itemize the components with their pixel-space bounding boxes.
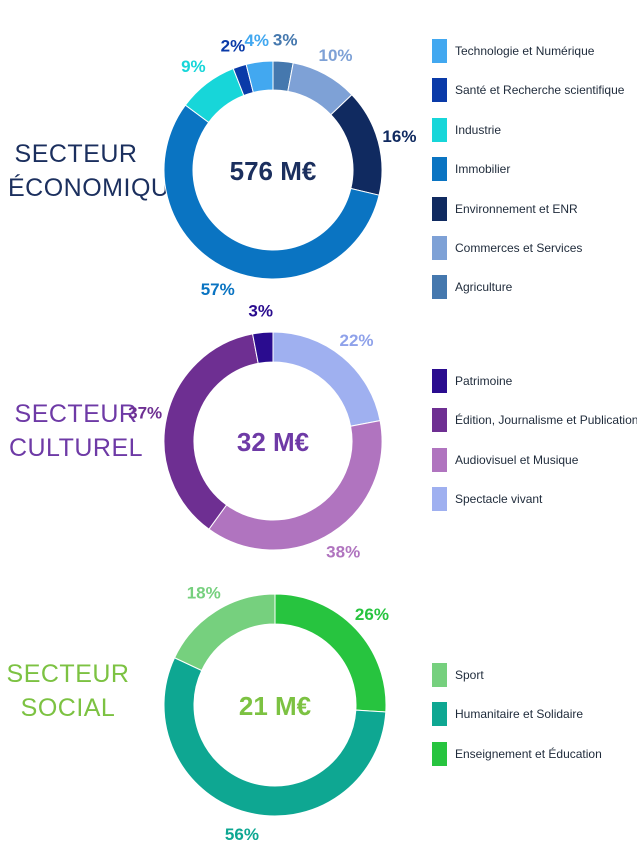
legend-label: Immobilier [455,162,511,177]
section-title: SECTEUR CULTUREL [8,397,144,465]
legend-item-technologie-et-numerique: Technologie et Numérique [432,38,624,64]
pct-label-sante-et-recherche-scientifique: 2% [221,36,246,55]
legend-swatch [432,39,447,63]
legend-label: Technologie et Numérique [455,44,595,58]
legend-label: Spectacle vivant [455,492,543,507]
legend-item-humanitaire-et-solidaire: Humanitaire et Solidaire [432,701,602,727]
donut-chart-social: 26% 56% 18% 21 M€ [163,584,389,842]
legend-label: Édition, Journalisme et Publications [455,413,637,428]
legend-item-sante-et-recherche-scientifique: Santé et Recherche scientifique [432,77,624,103]
legend-culturel: Patrimoine Édition, Journalisme et Public… [432,368,637,526]
pct-label-humanitaire-et-solidaire: 56% [225,825,259,842]
slice-immobilier [163,104,380,280]
legend-item-enseignement-et-education: Enseignement et Éducation [432,741,602,767]
slice-technologie-et-numerique [245,60,274,94]
legend-swatch [432,663,447,687]
pct-label-edition-journalisme-et-publications: 37% [128,403,162,422]
legend-swatch [432,369,447,393]
donut-chart-economique: 3% 10% 16% 57% 9% 2% 4% 576 M€ [163,31,416,299]
legend-economique: Technologie et Numérique Santé et Recherc… [432,38,624,314]
legend-label: Enseignement et Éducation [455,746,602,761]
legend-item-audiovisuel-et-musique: Audiovisuel et Musique [432,447,637,473]
section-social: SECTEUR SOCIAL 26% 56% 18% 21 M€ Sport Human… [0,584,637,842]
pct-label-environnement-et-enr: 16% [382,127,416,146]
legend-label: Humanitaire et Solidaire [455,707,584,722]
legend-item-agriculture: Agriculture [432,274,624,300]
legend-label: Santé et Recherche scientifique [455,83,625,98]
slice-humanitaire-et-solidaire [163,657,387,817]
pct-label-agriculture: 3% [273,31,298,50]
legend-swatch [432,741,447,766]
pct-label-enseignement-et-education: 26% [355,605,389,624]
pct-label-patrimoine: 3% [248,302,273,321]
section-culturel: SECTEUR CULTUREL 22% 38% 37% 3% 32 M€ Patrim… [0,300,637,562]
slice-sport [173,593,276,672]
legend-label: Industrie [455,122,502,137]
legend-item-industrie: Industrie [432,117,624,143]
pct-label-industrie: 9% [181,57,206,76]
title-line-2: SOCIAL [20,694,116,722]
legend-social: Sport Humanitaire et Solidaire Enseignemen… [432,662,602,780]
legend-swatch [432,447,447,472]
legend-item-edition-journalisme-et-publications: Édition, Journalisme et Publications [432,407,637,433]
legend-label: Agriculture [455,280,513,295]
legend-item-spectacle-vivant: Spectacle vivant [432,486,637,512]
donut-chart-culturel: 22% 38% 37% 3% 32 M€ [128,302,383,562]
center-total-label: 21 M€ [239,691,311,721]
slice-edition-journalisme-et-publications [163,333,259,530]
pct-label-sport: 18% [187,584,221,603]
pct-label-technologie-et-numerique: 4% [244,31,269,50]
legend-label: Commerces et Services [455,240,583,255]
pct-label-immobilier: 57% [201,280,235,299]
title-line-1: SECTEUR [14,400,138,428]
pct-label-audiovisuel-et-musique: 38% [326,543,360,562]
legend-swatch [432,117,447,142]
legend-swatch [432,702,447,727]
legend-swatch [432,487,447,512]
title-line-2: CULTUREL [8,434,144,462]
slice-patrimoine [251,331,274,364]
slice-environnement-et-enr [330,94,383,196]
legend-swatch [432,408,447,433]
legend-item-commerces-et-services: Commerces et Services [432,235,624,261]
legend-item-sport: Sport [432,662,602,688]
section-title: SECTEUR SOCIAL [0,657,136,725]
legend-swatch [432,275,447,300]
legend-swatch [432,157,447,182]
legend-label: Audiovisuel et Musique [455,452,579,467]
legend-swatch [432,235,447,260]
legend-item-patrimoine: Patrimoine [432,368,637,394]
center-total-label: 32 M€ [237,427,309,457]
center-total-label: 576 M€ [230,156,317,186]
legend-label: Patrimoine [455,374,513,388]
title-line-1: SECTEUR [14,140,138,168]
legend-item-environnement-et-enr: Environnement et ENR [432,196,624,222]
legend-swatch [432,78,447,103]
pct-label-commerces-et-services: 10% [319,46,353,65]
title-line-1: SECTEUR [6,660,130,688]
legend-item-immobilier: Immobilier [432,156,624,182]
legend-label: Sport [455,668,484,682]
legend-label: Environnement et ENR [455,201,578,216]
legend-swatch [432,196,447,221]
pct-label-spectacle-vivant: 22% [339,331,373,350]
section-economique: SECTEUR ÉCONOMIQUE 3% 10% 16% 57% 9% 2% 4% 576 … [0,0,637,300]
